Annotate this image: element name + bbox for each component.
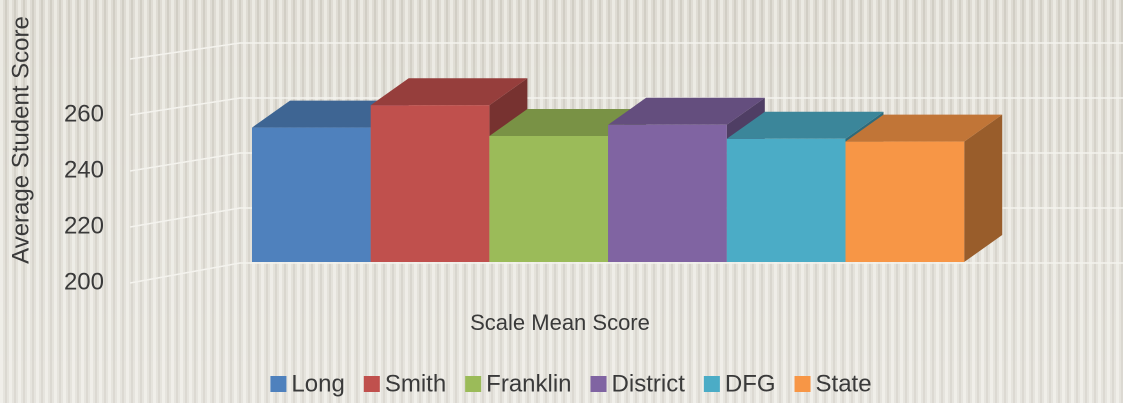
legend-swatch	[270, 376, 287, 392]
bar-top	[370, 78, 528, 106]
bar	[608, 124, 727, 262]
legend-label: Franklin	[486, 370, 571, 397]
legend-swatch	[590, 376, 607, 392]
x-category-label: Scale Mean Score	[470, 310, 650, 335]
y-axis-label: Average Student Score	[7, 16, 34, 264]
y-tick-label: 220	[64, 212, 104, 239]
legend-label: District	[612, 370, 686, 397]
bar	[489, 136, 609, 262]
y-tick-label: 240	[64, 156, 104, 183]
legend-swatch	[794, 376, 811, 392]
bar-top	[252, 100, 409, 128]
bar	[726, 138, 846, 262]
legend-label: State	[816, 370, 872, 397]
grid-line	[129, 97, 1123, 116]
legend-label: DFG	[725, 370, 776, 397]
legend-swatch	[703, 376, 720, 392]
grid-frame	[129, 42, 1123, 60]
bar	[845, 141, 965, 262]
grid-line	[129, 262, 1123, 284]
legend-swatch	[363, 376, 380, 392]
bar-top	[608, 97, 765, 125]
bar-side	[964, 114, 1003, 262]
legend-swatch	[465, 376, 482, 392]
bar-top	[489, 109, 647, 136]
bar-top	[726, 111, 884, 139]
bar	[252, 127, 371, 262]
y-tick-label: 260	[64, 100, 104, 127]
bar	[370, 105, 490, 262]
bar-top	[845, 114, 1003, 142]
legend-label: Smith	[385, 370, 446, 397]
y-tick-label: 200	[64, 268, 104, 295]
legend-label: Long	[291, 370, 344, 397]
